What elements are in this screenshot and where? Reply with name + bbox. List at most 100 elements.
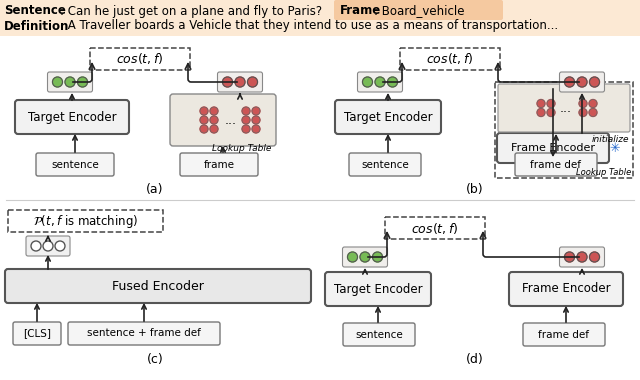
Circle shape (372, 252, 383, 262)
Text: $cos(t, f)$: $cos(t, f)$ (412, 220, 459, 236)
Text: Frame Encoder: Frame Encoder (511, 143, 595, 153)
Circle shape (200, 125, 208, 133)
Circle shape (52, 77, 63, 87)
Circle shape (252, 107, 260, 115)
Circle shape (223, 77, 232, 87)
Circle shape (43, 241, 53, 251)
Circle shape (589, 77, 600, 87)
Circle shape (242, 107, 250, 115)
Text: (a): (a) (147, 184, 164, 196)
Text: Target Encoder: Target Encoder (333, 282, 422, 296)
Circle shape (577, 252, 587, 262)
FancyBboxPatch shape (343, 323, 415, 346)
Circle shape (564, 77, 575, 87)
Text: frame def: frame def (531, 160, 582, 169)
Text: (b): (b) (466, 184, 484, 196)
Text: $\mathcal{P}(t, f\ \mathrm{is\ matching})$: $\mathcal{P}(t, f\ \mathrm{is\ matching}… (33, 212, 138, 230)
Text: (c): (c) (147, 353, 163, 366)
Circle shape (362, 77, 372, 87)
Text: Frame Encoder: Frame Encoder (522, 282, 611, 296)
FancyBboxPatch shape (358, 72, 403, 92)
Bar (495, 82, 633, 178)
Bar (8, 210, 163, 232)
Circle shape (242, 116, 250, 124)
Text: : Board_vehicle: : Board_vehicle (374, 5, 465, 17)
FancyBboxPatch shape (26, 236, 70, 256)
Circle shape (31, 241, 41, 251)
Text: : A Traveller boards a Vehicle that they intend to use as a means of transportat: : A Traveller boards a Vehicle that they… (60, 19, 558, 33)
Circle shape (77, 77, 88, 87)
FancyBboxPatch shape (498, 84, 630, 132)
Text: sentence: sentence (361, 160, 409, 169)
Text: frame def: frame def (538, 329, 589, 339)
FancyBboxPatch shape (335, 100, 441, 134)
Circle shape (200, 116, 208, 124)
FancyBboxPatch shape (15, 100, 129, 134)
Circle shape (235, 77, 245, 87)
Circle shape (537, 109, 545, 117)
Circle shape (210, 125, 218, 133)
Circle shape (589, 109, 597, 117)
FancyBboxPatch shape (5, 269, 311, 303)
FancyBboxPatch shape (509, 272, 623, 306)
Bar (0, 0, 640, 36)
Text: Lookup Table: Lookup Table (576, 168, 631, 177)
Text: $cos(t, f)$: $cos(t, f)$ (116, 52, 164, 66)
FancyBboxPatch shape (559, 247, 605, 267)
Circle shape (589, 252, 600, 262)
Circle shape (210, 116, 218, 124)
FancyBboxPatch shape (36, 153, 114, 176)
FancyBboxPatch shape (218, 72, 262, 92)
Circle shape (387, 77, 397, 87)
FancyBboxPatch shape (523, 323, 605, 346)
Text: Definition: Definition (4, 19, 69, 33)
Circle shape (579, 109, 587, 117)
Text: Sentence: Sentence (4, 5, 66, 17)
Text: (d): (d) (466, 353, 484, 366)
Circle shape (537, 100, 545, 108)
Text: sentence: sentence (51, 160, 99, 169)
Circle shape (375, 77, 385, 87)
Circle shape (248, 77, 257, 87)
Circle shape (348, 252, 358, 262)
Circle shape (577, 77, 587, 87)
FancyBboxPatch shape (47, 72, 93, 92)
Text: [CLS]: [CLS] (23, 328, 51, 339)
Text: ✳: ✳ (609, 141, 620, 155)
Circle shape (564, 252, 575, 262)
FancyBboxPatch shape (515, 153, 597, 176)
Text: Target Encoder: Target Encoder (28, 111, 116, 124)
Circle shape (200, 107, 208, 115)
FancyBboxPatch shape (13, 322, 61, 345)
Circle shape (210, 107, 218, 115)
FancyBboxPatch shape (342, 247, 387, 267)
Text: ...: ... (560, 101, 572, 114)
Text: $cos(t, f)$: $cos(t, f)$ (426, 52, 474, 66)
Circle shape (547, 109, 555, 117)
FancyBboxPatch shape (325, 272, 431, 306)
FancyBboxPatch shape (68, 322, 220, 345)
Circle shape (65, 77, 75, 87)
Text: sentence: sentence (355, 329, 403, 339)
FancyBboxPatch shape (180, 153, 258, 176)
Text: sentence + frame def: sentence + frame def (87, 328, 201, 339)
Circle shape (55, 241, 65, 251)
FancyBboxPatch shape (559, 72, 605, 92)
Circle shape (252, 116, 260, 124)
FancyBboxPatch shape (349, 153, 421, 176)
Text: Fused Encoder: Fused Encoder (112, 280, 204, 293)
FancyBboxPatch shape (170, 94, 276, 146)
Text: Target Encoder: Target Encoder (344, 111, 432, 124)
Circle shape (589, 100, 597, 108)
Circle shape (547, 100, 555, 108)
Text: Lookup Table: Lookup Table (212, 144, 271, 153)
Bar (90, 48, 190, 70)
Text: frame: frame (204, 160, 234, 169)
Bar (400, 48, 500, 70)
Text: : Can he just get on a plane and fly to Paris?: : Can he just get on a plane and fly to … (60, 5, 322, 17)
Bar (385, 217, 485, 239)
FancyBboxPatch shape (497, 133, 609, 163)
Text: ...: ... (225, 114, 237, 127)
Text: initialize: initialize (591, 136, 629, 144)
Text: Frame: Frame (340, 5, 381, 17)
